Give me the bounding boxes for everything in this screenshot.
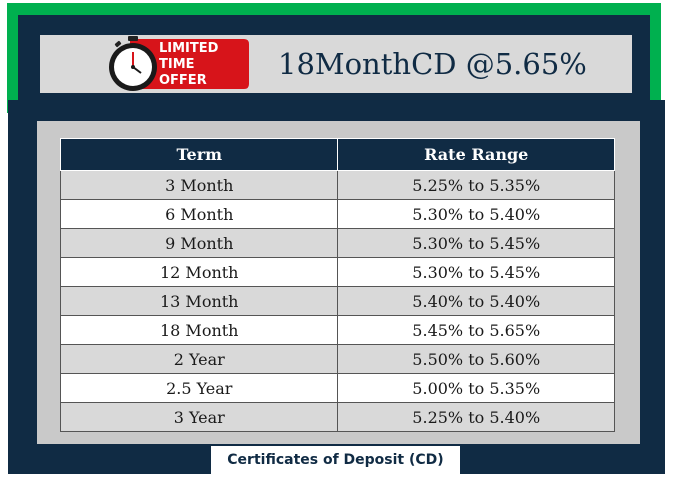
offer-headline: 18MonthCD @5.65% (278, 47, 587, 81)
rate-range-cell: 5.30% to 5.40% (337, 199, 615, 229)
term-cell: 2 Year (59, 344, 339, 374)
rate-range-cell: 5.25% to 5.40% (337, 402, 615, 432)
limited-time-offer-badge: LIMITED TIME OFFER (109, 36, 249, 91)
rate-range-cell: 5.00% to 5.35% (337, 373, 615, 403)
table-row: 6 Month 5.30% to 5.40% (59, 199, 615, 229)
table-header-row: Term Rate Range (59, 138, 615, 171)
term-cell: 12 Month (59, 257, 339, 287)
table-row: 18 Month 5.45% to 5.65% (59, 315, 615, 345)
term-column-header: Term (59, 138, 339, 171)
table-row: 3 Month 5.25% to 5.35% (59, 170, 615, 200)
term-cell: 2.5 Year (59, 373, 339, 403)
rate-range-cell: 5.25% to 5.35% (337, 170, 615, 200)
table-row: 2.5 Year 5.00% to 5.35% (59, 373, 615, 403)
table-row: 13 Month 5.40% to 5.40% (59, 286, 615, 316)
table-body: 3 Month 5.25% to 5.35% 6 Month 5.30% to 5.4… (59, 170, 615, 432)
badge-line-1: LIMITED (159, 41, 219, 56)
rate-range-cell: 5.40% to 5.40% (337, 286, 615, 316)
footer-label: Certificates of Deposit (CD) (211, 446, 460, 474)
table-row: 2 Year 5.50% to 5.60% (59, 344, 615, 374)
rate-range-cell: 5.45% to 5.65% (337, 315, 615, 345)
cd-rate-table: Term Rate Range 3 Month 5.25% to 5.35% 6 M… (59, 138, 615, 432)
term-cell: 18 Month (59, 315, 339, 345)
rate-range-cell: 5.30% to 5.45% (337, 228, 615, 258)
badge-line-3: OFFER (159, 73, 207, 88)
term-cell: 13 Month (59, 286, 339, 316)
badge-banner (130, 39, 249, 89)
term-cell: 9 Month (59, 228, 339, 258)
table-row: 12 Month 5.30% to 5.45% (59, 257, 615, 287)
badge-line-2: TIME (159, 57, 195, 72)
table-row: 9 Month 5.30% to 5.45% (59, 228, 615, 258)
term-cell: 3 Month (59, 170, 339, 200)
table-row: 3 Year 5.25% to 5.40% (59, 402, 615, 432)
term-cell: 3 Year (59, 402, 339, 432)
rate-range-cell: 5.30% to 5.45% (337, 257, 615, 287)
stopwatch-icon (109, 36, 157, 91)
term-cell: 6 Month (59, 199, 339, 229)
rate-range-cell: 5.50% to 5.60% (337, 344, 615, 374)
rate-range-column-header: Rate Range (337, 138, 615, 171)
